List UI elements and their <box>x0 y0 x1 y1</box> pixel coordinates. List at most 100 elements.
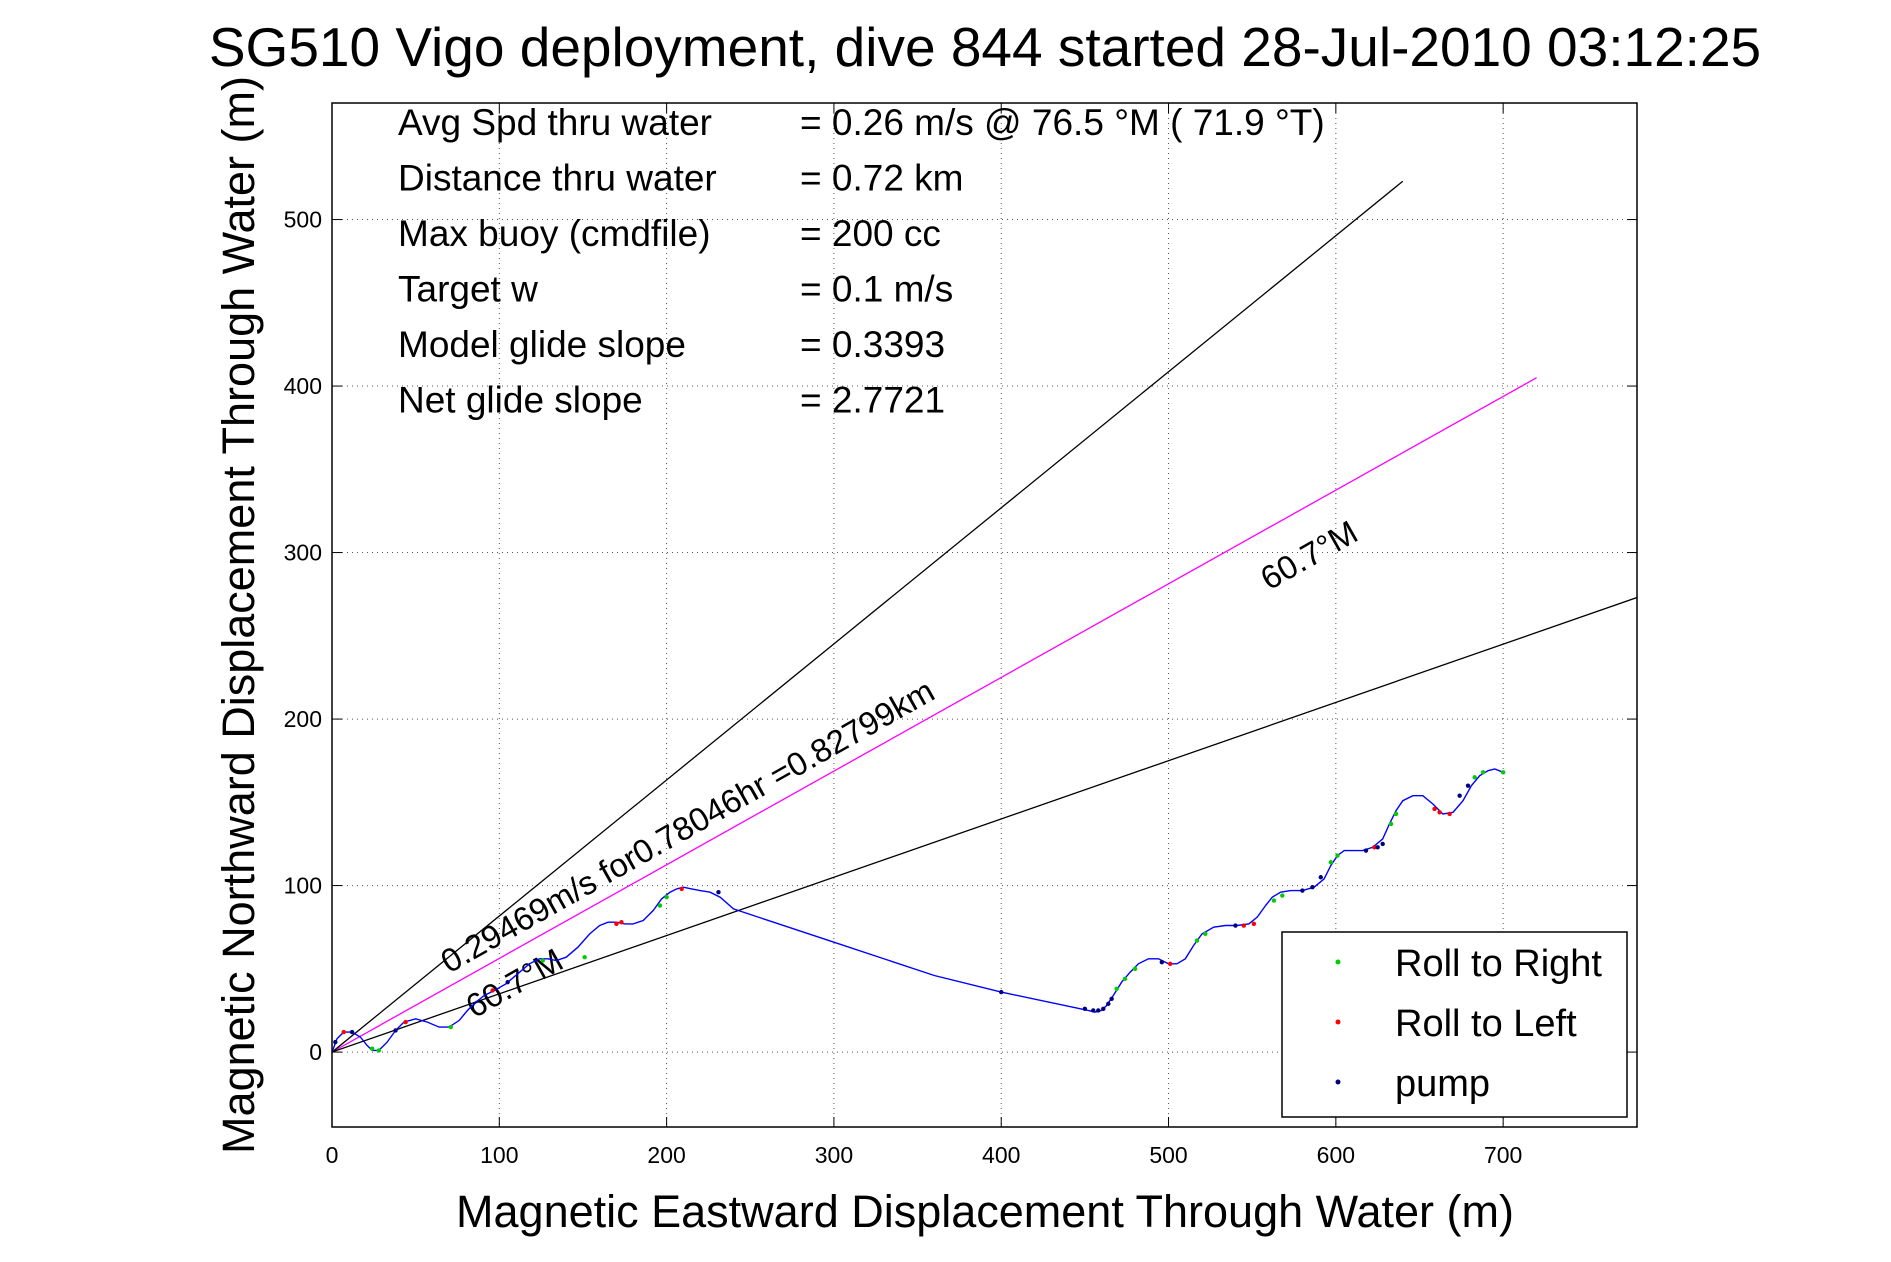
point-roll-to-left <box>1251 921 1257 927</box>
x-tick-label: 200 <box>647 1142 685 1168</box>
point-roll-to-right <box>1132 966 1138 972</box>
y-tick-label: 400 <box>284 373 322 399</box>
point-roll-to-left <box>1168 961 1173 967</box>
info-value: = 200 cc <box>800 213 941 254</box>
point-pump <box>716 890 721 895</box>
point-pump <box>1082 1006 1088 1011</box>
point-roll-to-left <box>679 886 684 892</box>
point-roll-to-right <box>582 954 587 960</box>
point-roll-to-left <box>1437 810 1442 815</box>
point-roll-to-right <box>1480 770 1486 775</box>
info-label: Target w <box>398 269 538 310</box>
point-roll-to-right <box>657 903 663 908</box>
point-roll-to-right <box>448 1024 453 1030</box>
point-roll-to-right <box>1271 898 1277 903</box>
point-pump <box>1233 923 1238 928</box>
point-pump <box>1101 1006 1106 1011</box>
point-roll-to-left <box>490 988 495 993</box>
point-pump <box>1109 996 1114 1001</box>
track-series <box>332 768 1506 1053</box>
info-label: Distance thru water <box>398 158 717 199</box>
point-roll-to-right <box>1500 770 1506 775</box>
x-tick-label: 100 <box>480 1142 518 1168</box>
info-block: Avg Spd thru water = 0.26 m/s @ 76.5 °M (… <box>398 102 1325 421</box>
point-roll-to-left <box>1241 923 1247 928</box>
info-value: = 0.1 m/s <box>800 269 953 310</box>
point-roll-to-left <box>1432 806 1437 812</box>
y-tick-label: 100 <box>284 873 322 899</box>
reference-line-bound <box>332 180 1404 1053</box>
point-pump <box>1318 875 1323 880</box>
legend-marker <box>1335 959 1341 965</box>
y-tick-label: 200 <box>284 706 322 732</box>
point-roll-to-right <box>664 895 669 900</box>
x-tick-label: 700 <box>1484 1142 1522 1168</box>
point-roll-to-right <box>1328 860 1334 865</box>
point-roll-to-left <box>619 920 624 925</box>
legend: Roll to Right Roll to Left pump <box>1281 931 1628 1118</box>
info-label: Avg Spd thru water <box>398 102 712 143</box>
point-pump <box>1363 848 1369 853</box>
point-pump <box>1106 1001 1111 1006</box>
y-tick-label: 0 <box>309 1039 322 1065</box>
point-pump <box>333 1039 338 1045</box>
x-tick-label: 400 <box>982 1142 1020 1168</box>
point-roll-to-right <box>1335 853 1340 858</box>
point-pump <box>1380 841 1385 847</box>
plot-frame <box>331 102 1638 1128</box>
legend-label: Roll to Right <box>1395 943 1602 985</box>
point-roll-to-right <box>1203 931 1208 937</box>
point-roll-to-left <box>614 921 619 927</box>
point-roll-to-right <box>1122 976 1128 982</box>
reference-lines <box>332 180 1637 1053</box>
legend-marker <box>1335 1079 1341 1085</box>
chart-title: SG510 Vigo deployment, dive 844 started … <box>209 16 1761 78</box>
point-roll-to-right <box>540 958 546 963</box>
info-label: Max buoy (cmdfile) <box>398 213 711 254</box>
info-value: = 0.26 m/s @ 76.5 °M ( 71.9 °T) <box>800 102 1325 143</box>
info-value: = 2.7721 <box>800 380 945 421</box>
point-pump <box>1091 1008 1096 1013</box>
point-roll-to-right <box>376 1048 382 1053</box>
point-roll-to-right <box>1472 775 1477 780</box>
point-pump <box>1310 885 1315 890</box>
y-axis-label: Magnetic Northward Displacement Through … <box>213 76 264 1154</box>
point-pump <box>1096 1008 1101 1013</box>
info-value: = 0.3393 <box>800 324 945 365</box>
legend-label: Roll to Left <box>1395 1003 1577 1045</box>
x-tick-label: 500 <box>1149 1142 1187 1168</box>
point-pump <box>1159 959 1165 965</box>
x-tick-label: 0 <box>326 1142 339 1168</box>
legend-label: pump <box>1395 1063 1490 1105</box>
info-label: Model glide slope <box>398 324 686 365</box>
reference-line-bound <box>332 596 1637 1053</box>
point-roll-to-right <box>1194 938 1200 943</box>
x-axis-label: Magnetic Eastward Displacement Through W… <box>456 1186 1514 1237</box>
info-value: = 0.72 km <box>800 158 964 199</box>
point-pump <box>393 1028 398 1033</box>
point-roll-to-right <box>1388 821 1394 827</box>
point-pump <box>505 979 510 985</box>
point-pump <box>349 1029 355 1035</box>
point-pump <box>1465 783 1471 788</box>
point-roll-to-right <box>1280 893 1285 898</box>
x-tick-label: 300 <box>815 1142 853 1168</box>
y-tick-label: 500 <box>284 207 322 233</box>
axis-ticks: 0 100 200 300 400 500 600 700 0 100 200 300 400 500 <box>284 103 1637 1168</box>
point-pump <box>1457 793 1462 798</box>
point-roll-to-left <box>403 1019 408 1025</box>
point-roll-to-right <box>1114 986 1119 992</box>
point-roll-to-left <box>341 1029 346 1035</box>
y-tick-label: 300 <box>284 540 322 566</box>
reference-line-course <box>332 377 1537 1053</box>
legend-marker <box>1335 1019 1341 1025</box>
point-pump <box>1375 845 1380 850</box>
point-roll-to-right <box>1393 811 1399 817</box>
info-label: Net glide slope <box>398 380 643 421</box>
point-pump <box>999 989 1004 995</box>
point-roll-to-left <box>1447 811 1452 817</box>
x-tick-label: 600 <box>1317 1142 1355 1168</box>
point-roll-to-right <box>369 1046 375 1051</box>
point-roll-to-left <box>1372 845 1377 850</box>
